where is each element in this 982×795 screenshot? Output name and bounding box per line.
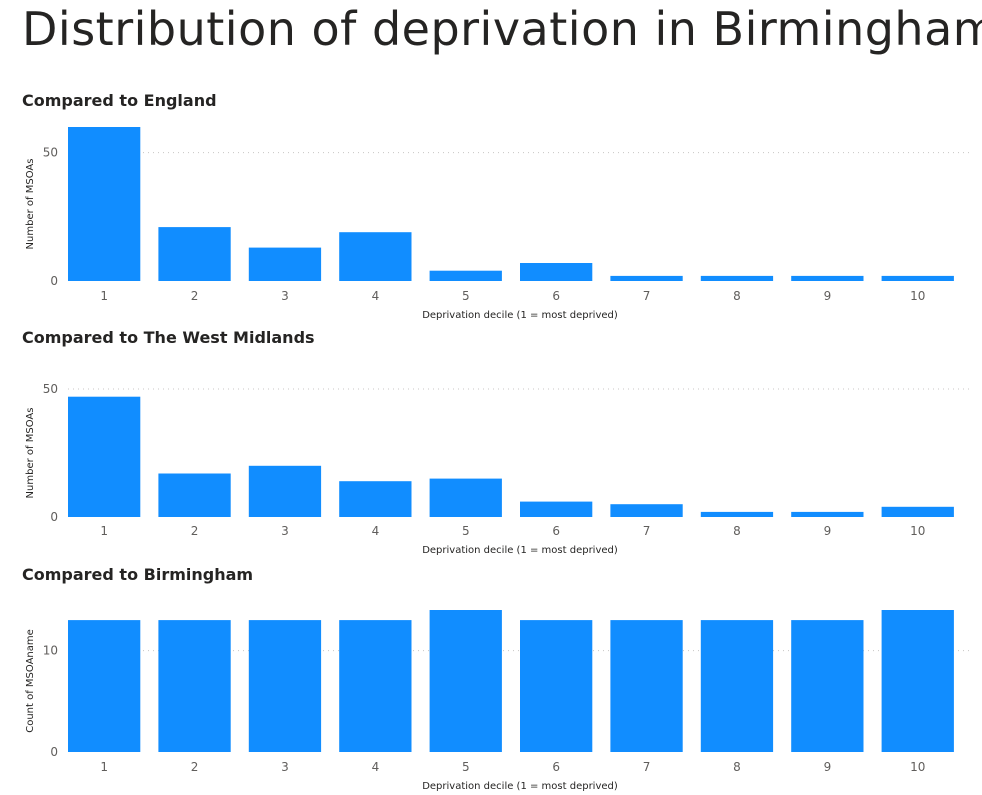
- x-tick-label: 5: [462, 289, 470, 303]
- bar-7: [610, 620, 683, 752]
- y-tick-label: 0: [50, 510, 58, 524]
- y-axis-title: Number of MSOAs: [25, 408, 36, 499]
- x-tick-label: 7: [643, 524, 651, 538]
- x-tick-label: 10: [910, 289, 925, 303]
- bar-9: [791, 620, 864, 752]
- bar-5: [429, 610, 502, 752]
- x-tick-label: 1: [100, 524, 108, 538]
- x-axis-title: Deprivation decile (1 = most deprived): [422, 781, 618, 792]
- bar-4: [339, 481, 412, 517]
- bar-3: [248, 465, 322, 517]
- bar-4: [339, 620, 412, 752]
- bar-8: [700, 275, 774, 281]
- y-tick-label: 10: [43, 644, 58, 658]
- bar-10: [881, 610, 954, 752]
- chart-subtitle: Compared to The West Midlands: [22, 328, 315, 347]
- x-tick-label: 3: [281, 760, 289, 774]
- x-tick-label: 9: [824, 760, 832, 774]
- x-tick-label: 5: [462, 760, 470, 774]
- chart-plot: 0 50 1 2 3 4 5 6 7 8 9 10 Deprivation decile (1 = mo…: [25, 127, 972, 321]
- bar-8: [700, 511, 774, 517]
- bar-6: [520, 501, 593, 517]
- bar-8: [700, 620, 774, 752]
- page-title: Distribution of deprivation in Birmingha…: [22, 2, 982, 56]
- y-axis-title: Number of MSOAs: [25, 159, 36, 250]
- x-tick-label: 6: [552, 524, 560, 538]
- x-tick-label: 1: [100, 760, 108, 774]
- x-tick-label: 10: [910, 760, 925, 774]
- x-tick-label: 8: [733, 524, 741, 538]
- x-axis-title: Deprivation decile (1 = most deprived): [422, 545, 618, 556]
- x-tick-label: 1: [100, 289, 108, 303]
- x-tick-label: 6: [552, 289, 560, 303]
- y-tick-label: 50: [43, 382, 58, 396]
- x-tick-label: 8: [733, 760, 741, 774]
- bar-9: [791, 275, 864, 281]
- x-tick-label: 8: [733, 289, 741, 303]
- x-tick-label: 4: [372, 289, 380, 303]
- bar-10: [881, 506, 954, 517]
- bar-10: [881, 275, 954, 281]
- bar-5: [429, 478, 502, 517]
- x-tick-label: 7: [643, 289, 651, 303]
- bar-4: [339, 232, 412, 281]
- bar-9: [791, 511, 864, 517]
- bar-7: [610, 504, 683, 517]
- x-tick-label: 5: [462, 524, 470, 538]
- x-tick-label: 9: [824, 524, 832, 538]
- chart-plot: 0 50 1 2 3 4 5 6 7 8 9 10 Deprivation decile (1 = mo…: [25, 382, 972, 556]
- y-tick-label: 0: [50, 745, 58, 759]
- x-tick-label: 2: [191, 524, 199, 538]
- x-tick-label: 6: [552, 760, 560, 774]
- bar-1: [68, 396, 141, 517]
- y-axis-title: Count of MSOAname: [25, 629, 36, 733]
- bar-3: [248, 620, 322, 752]
- chart-subtitle: Compared to England: [22, 91, 217, 110]
- x-tick-label: 2: [191, 760, 199, 774]
- bar-1: [68, 127, 141, 281]
- bar-5: [429, 270, 502, 281]
- y-tick-label: 0: [50, 274, 58, 288]
- x-tick-label: 4: [372, 760, 380, 774]
- y-tick-label: 50: [43, 146, 58, 160]
- x-tick-label: 3: [281, 289, 289, 303]
- x-tick-label: 3: [281, 524, 289, 538]
- x-tick-label: 9: [824, 289, 832, 303]
- chart-subtitle: Compared to Birmingham: [22, 565, 254, 584]
- bar-2: [158, 473, 231, 517]
- x-tick-label: 7: [643, 760, 651, 774]
- bar-2: [158, 620, 231, 752]
- bar-2: [158, 227, 231, 281]
- x-tick-label: 10: [910, 524, 925, 538]
- bar-3: [248, 247, 322, 281]
- bar-7: [610, 275, 683, 281]
- bar-6: [520, 263, 593, 281]
- x-axis-title: Deprivation decile (1 = most deprived): [422, 310, 618, 321]
- x-tick-label: 2: [191, 289, 199, 303]
- bar-1: [68, 620, 141, 752]
- x-tick-label: 4: [372, 524, 380, 538]
- bar-6: [520, 620, 593, 752]
